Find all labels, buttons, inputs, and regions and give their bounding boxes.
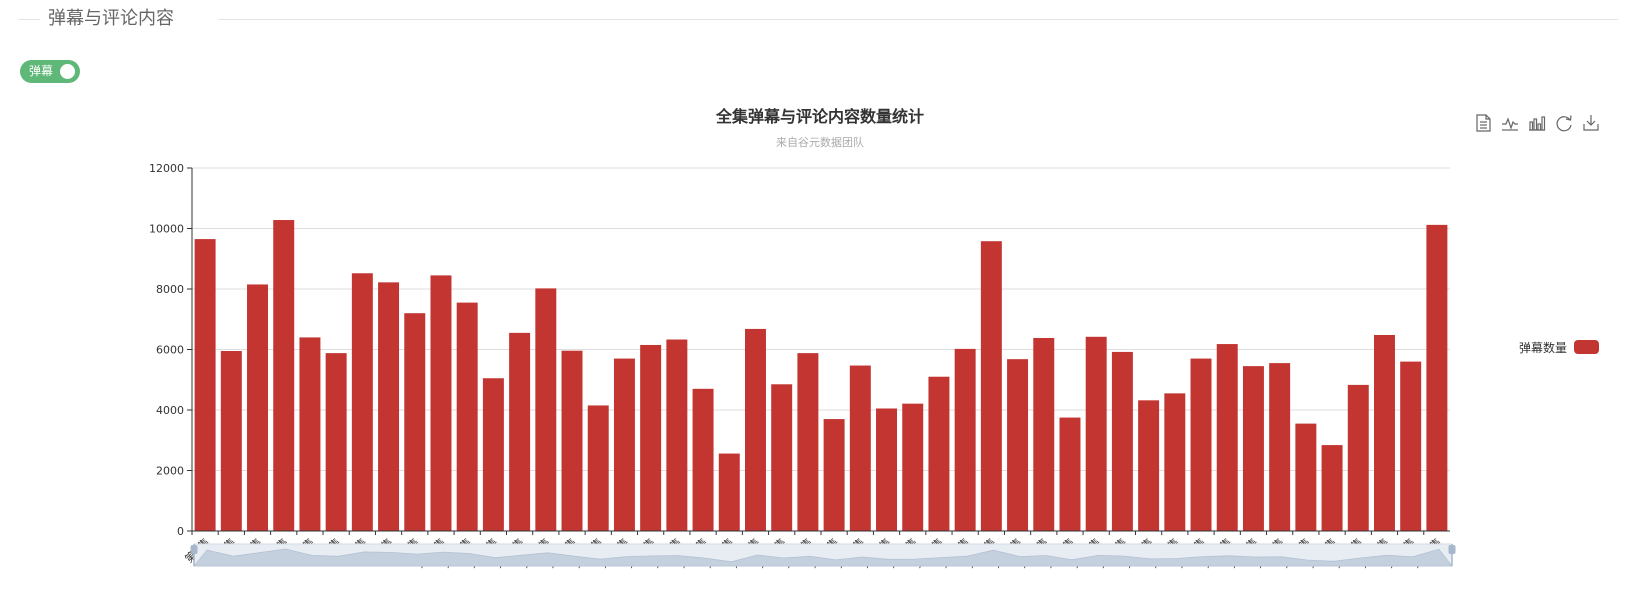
toolbox xyxy=(1473,113,1601,133)
bar[interactable] xyxy=(1347,384,1369,531)
bar[interactable] xyxy=(744,328,766,531)
bar[interactable] xyxy=(1400,361,1422,531)
bar[interactable] xyxy=(404,313,426,531)
bar[interactable] xyxy=(1085,336,1107,531)
header-divider-right xyxy=(218,19,1618,20)
legend[interactable]: 弹幕数量 xyxy=(1519,340,1599,355)
bar[interactable] xyxy=(692,388,714,531)
bar[interactable] xyxy=(1295,423,1317,531)
bar[interactable] xyxy=(1007,359,1029,531)
bar[interactable] xyxy=(561,350,583,531)
bar[interactable] xyxy=(902,403,924,531)
y-tick-label: 10000 xyxy=(149,223,184,236)
bar[interactable] xyxy=(273,220,295,531)
bar[interactable] xyxy=(823,419,845,531)
datazoom-handle-end[interactable] xyxy=(1448,545,1456,554)
bar-series xyxy=(194,220,1448,531)
bar[interactable] xyxy=(876,408,898,531)
bar[interactable] xyxy=(954,348,976,531)
toggle-knob xyxy=(60,64,75,79)
bar[interactable] xyxy=(1138,400,1160,531)
bar-chart-icon[interactable] xyxy=(1527,113,1547,133)
bar[interactable] xyxy=(1426,224,1448,531)
bar[interactable] xyxy=(666,339,688,531)
bar[interactable] xyxy=(482,378,504,531)
bar[interactable] xyxy=(1111,351,1133,531)
bar[interactable] xyxy=(325,353,347,531)
data-view-icon[interactable] xyxy=(1473,113,1493,133)
line-chart-icon[interactable] xyxy=(1500,113,1520,133)
bar[interactable] xyxy=(849,365,871,531)
bar[interactable] xyxy=(771,384,793,531)
legend-swatch xyxy=(1574,340,1599,354)
y-tick-label: 8000 xyxy=(156,283,184,296)
header-divider-left xyxy=(18,19,40,20)
bar[interactable] xyxy=(718,453,740,531)
bar[interactable] xyxy=(1242,366,1264,531)
bar[interactable] xyxy=(456,302,478,531)
bar[interactable] xyxy=(247,284,269,531)
bar[interactable] xyxy=(220,351,242,531)
grid-lines xyxy=(192,167,1450,471)
bar[interactable] xyxy=(1059,417,1081,531)
datazoom-slider[interactable] xyxy=(190,543,1456,567)
chart-subtitle: 来自谷元数据团队 xyxy=(776,135,864,149)
bar[interactable] xyxy=(1033,338,1055,531)
legend-label: 弹幕数量 xyxy=(1519,340,1567,355)
toggle-label: 弹幕 xyxy=(29,64,54,78)
bar[interactable] xyxy=(378,282,400,531)
bar[interactable] xyxy=(1216,344,1238,531)
y-tick-label: 6000 xyxy=(156,344,184,357)
chart-title: 全集弹幕与评论内容数量统计 xyxy=(715,107,924,126)
bar[interactable] xyxy=(299,337,321,531)
y-tick-label: 0 xyxy=(177,525,184,538)
bar[interactable] xyxy=(430,275,452,531)
bar[interactable] xyxy=(797,353,819,531)
y-tick-label: 12000 xyxy=(149,162,184,175)
restore-icon[interactable] xyxy=(1554,113,1574,133)
bar[interactable] xyxy=(1321,445,1343,531)
y-axis: 0 2000 4000 6000 8000 10000 12000 xyxy=(149,162,193,538)
bar[interactable] xyxy=(928,376,950,531)
bar[interactable] xyxy=(194,239,216,531)
danmaku-toggle[interactable]: 弹幕 xyxy=(20,60,80,83)
datazoom-handle-start[interactable] xyxy=(190,545,198,554)
bar[interactable] xyxy=(980,241,1002,531)
y-tick-label: 2000 xyxy=(156,465,184,478)
bar[interactable] xyxy=(1190,358,1212,531)
section-title: 弹幕与评论内容 xyxy=(48,8,174,29)
section-header: 弹幕与评论内容 xyxy=(18,8,1618,30)
bar[interactable] xyxy=(613,358,635,531)
bar[interactable] xyxy=(535,288,557,531)
y-tick-label: 4000 xyxy=(156,404,184,417)
bar[interactable] xyxy=(1269,363,1291,531)
bar[interactable] xyxy=(640,344,662,531)
bar[interactable] xyxy=(1373,334,1395,531)
bar[interactable] xyxy=(1164,393,1186,531)
datazoom-preview xyxy=(193,548,1453,567)
bar[interactable] xyxy=(509,332,531,531)
download-icon[interactable] xyxy=(1581,113,1601,133)
bar[interactable] xyxy=(587,405,609,531)
bar[interactable] xyxy=(351,273,373,531)
